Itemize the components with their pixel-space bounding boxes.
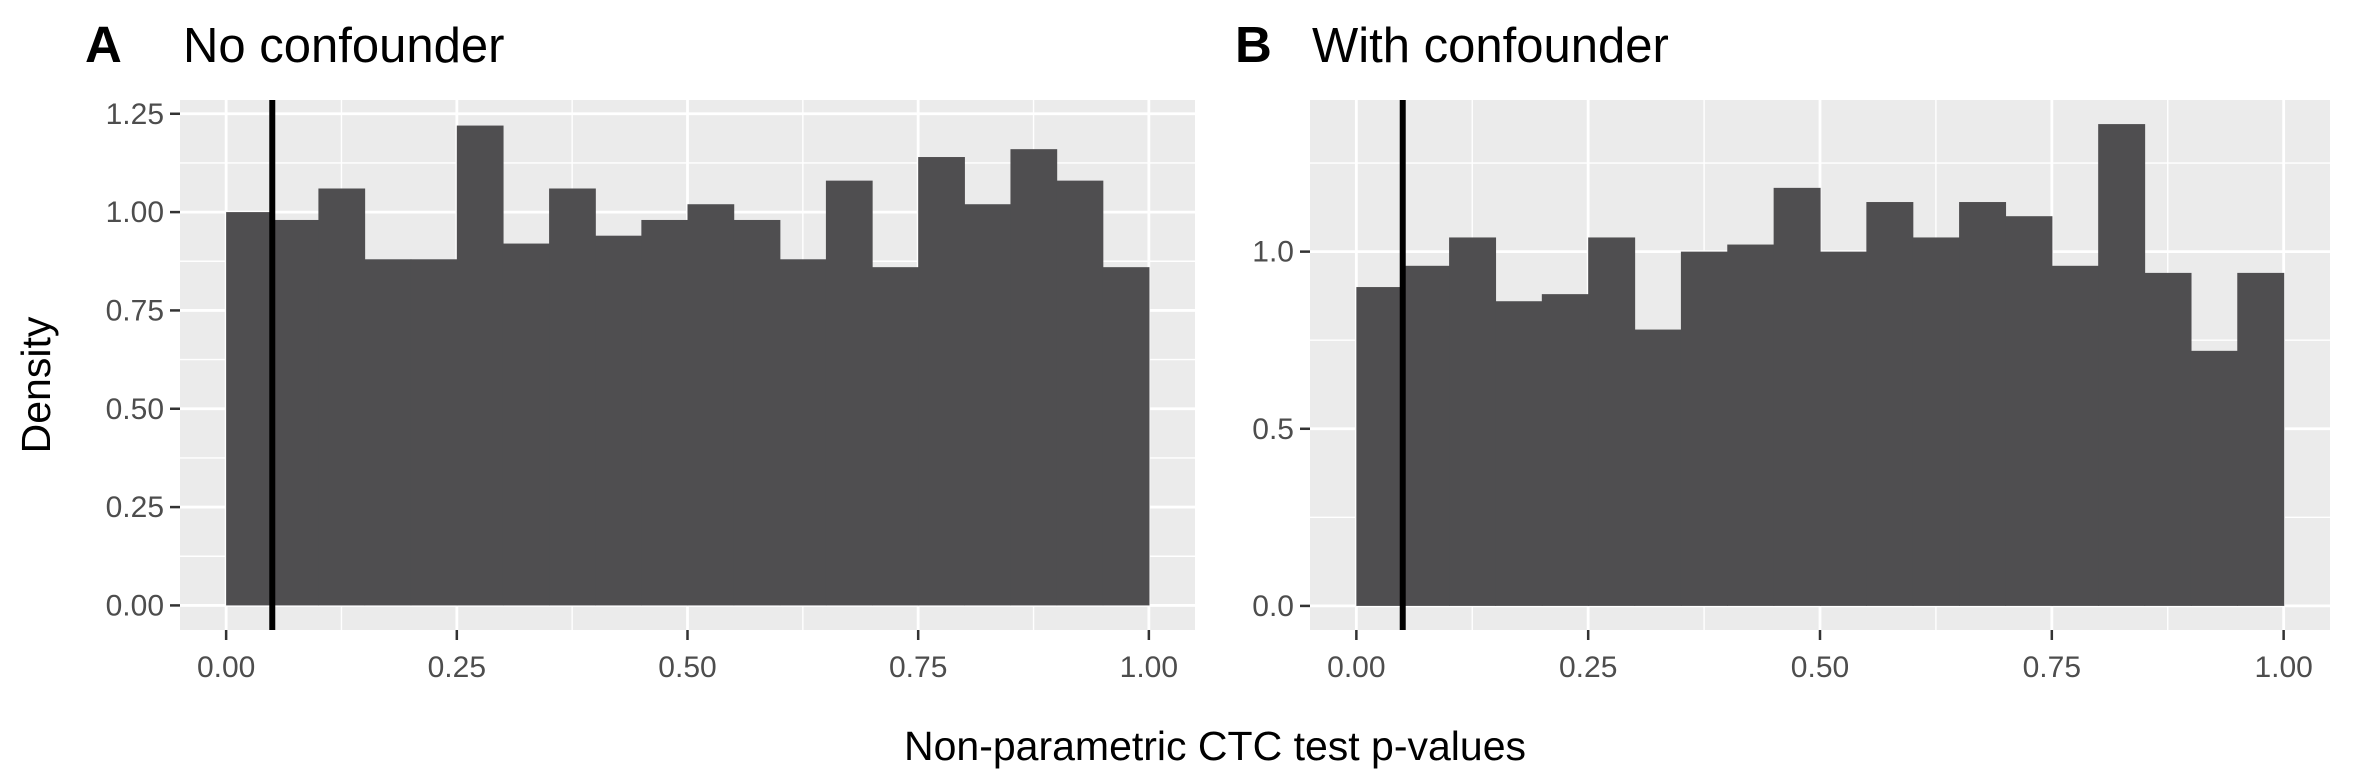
panel-b-bar xyxy=(1541,294,1589,606)
panel-a-bar xyxy=(687,204,735,606)
panel-a-bar xyxy=(1010,149,1058,606)
panel-b-y-tick-label: 1.0 xyxy=(1252,236,1294,269)
panel-a-bar xyxy=(641,219,689,606)
panel-a-x-tick-label: 1.00 xyxy=(1120,651,1178,684)
panel-a-bar xyxy=(1102,267,1150,606)
panel-a-bar xyxy=(825,180,873,606)
panel-b-bar xyxy=(2190,350,2238,606)
panel-b-bar xyxy=(1356,287,1404,606)
y-axis-title: Density xyxy=(13,316,59,453)
panel-b-bar xyxy=(2051,265,2099,606)
panel-b-bar xyxy=(2098,124,2146,606)
panel-a-y-tick-label: 1.00 xyxy=(106,196,164,229)
panel-b-bar xyxy=(1402,265,1450,606)
panel-b-y-tick-label: 0.5 xyxy=(1252,413,1294,446)
panel-a-y-tick-label: 1.25 xyxy=(106,98,164,131)
x-axis-title: Non-parametric CTC test p-values xyxy=(904,723,1526,769)
panel-a-bar xyxy=(549,188,596,606)
panel-a: A No confounder 0.00 0.25 0.50 0.75 1.00 0.00… xyxy=(85,16,1195,684)
panel-a-y-tick-label: 0.50 xyxy=(106,393,164,426)
panel-b: B With confounder 0.00 0.25 0.50 0.75 1.00 0.… xyxy=(1235,16,2330,684)
panel-b-bar xyxy=(1449,237,1497,606)
panel-a-tag: A xyxy=(85,16,122,73)
panel-b-x-tick-label: 0.50 xyxy=(1791,651,1849,684)
panel-b-x-tick-label: 0.25 xyxy=(1559,651,1617,684)
panel-a-x-tick-label: 0.25 xyxy=(428,651,486,684)
panel-b-bar xyxy=(1588,237,1636,606)
panel-b-bar xyxy=(2237,272,2285,606)
panel-a-bar xyxy=(364,259,412,606)
panel-a-x-tick-label: 0.00 xyxy=(197,651,255,684)
panel-a-bar xyxy=(964,204,1012,606)
panel-a-bar xyxy=(779,259,827,606)
panel-b-bar xyxy=(1773,187,1821,606)
panel-b-bar xyxy=(1634,329,1682,606)
panel-b-bar xyxy=(1959,202,2007,606)
panel-b-y-tick-label: 0.0 xyxy=(1252,590,1294,623)
panel-a-bar xyxy=(318,188,366,606)
panel-b-bar xyxy=(1820,251,1867,606)
panel-b-x-tick-label: 1.00 xyxy=(2254,651,2312,684)
panel-a-x-tick-label: 0.75 xyxy=(889,651,947,684)
panel-a-bar xyxy=(918,157,965,606)
panel-a-y-tick-label: 0.25 xyxy=(106,491,164,524)
panel-a-bar xyxy=(1056,180,1104,606)
panel-b-bar xyxy=(1727,244,1775,606)
panel-a-bar xyxy=(595,235,642,606)
panel-a-bar xyxy=(272,219,320,606)
panel-a-bar xyxy=(502,243,550,606)
panel-a-bar xyxy=(872,267,919,606)
panel-a-title: No confounder xyxy=(183,19,504,73)
panel-a-y-tick-label: 0.00 xyxy=(106,589,164,622)
panel-a-bar xyxy=(226,212,273,606)
panel-b-title: With confounder xyxy=(1312,19,1669,73)
panel-a-y-tick-label: 0.75 xyxy=(106,294,164,327)
panel-b-bar xyxy=(1680,251,1728,606)
panel-b-x-tick-label: 0.75 xyxy=(2023,651,2081,684)
panel-b-x-tick-label: 0.00 xyxy=(1327,651,1385,684)
panel-b-bar xyxy=(1912,237,1960,606)
panel-b-bar xyxy=(2005,216,2053,606)
panel-a-bar xyxy=(410,259,458,606)
panel-b-tag: B xyxy=(1235,16,1272,73)
panel-a-bar xyxy=(456,125,504,606)
panel-b-bar xyxy=(1495,301,1543,606)
panel-a-bar xyxy=(733,219,781,606)
panel-a-x-tick-label: 0.50 xyxy=(658,651,716,684)
panel-b-bar xyxy=(1866,202,1914,606)
panel-b-bar xyxy=(2144,272,2192,606)
